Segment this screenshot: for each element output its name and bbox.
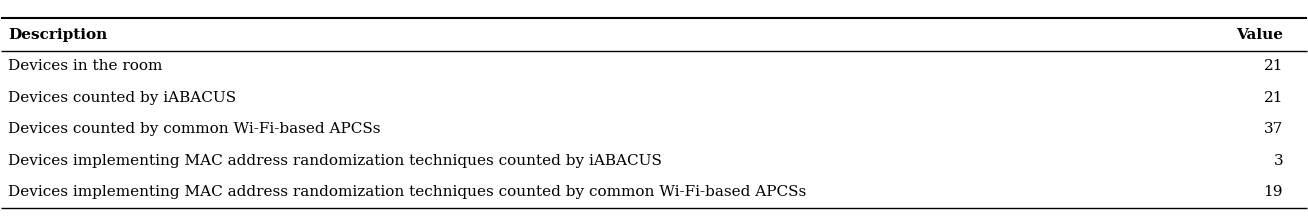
Text: 19: 19: [1264, 185, 1283, 199]
Text: Devices in the room: Devices in the room: [8, 59, 162, 73]
Text: 21: 21: [1264, 90, 1283, 104]
Text: Devices implementing MAC address randomization techniques counted by iABACUS: Devices implementing MAC address randomi…: [8, 154, 662, 167]
Text: Devices counted by iABACUS: Devices counted by iABACUS: [8, 90, 235, 104]
Text: Value: Value: [1236, 28, 1283, 42]
Text: Devices counted by common Wi-Fi-based APCSs: Devices counted by common Wi-Fi-based AP…: [8, 122, 381, 136]
Text: 37: 37: [1264, 122, 1283, 136]
Text: 3: 3: [1274, 154, 1283, 167]
Text: Devices implementing MAC address randomization techniques counted by common Wi-F: Devices implementing MAC address randomi…: [8, 185, 806, 199]
Text: 21: 21: [1264, 59, 1283, 73]
Text: Description: Description: [8, 28, 107, 42]
